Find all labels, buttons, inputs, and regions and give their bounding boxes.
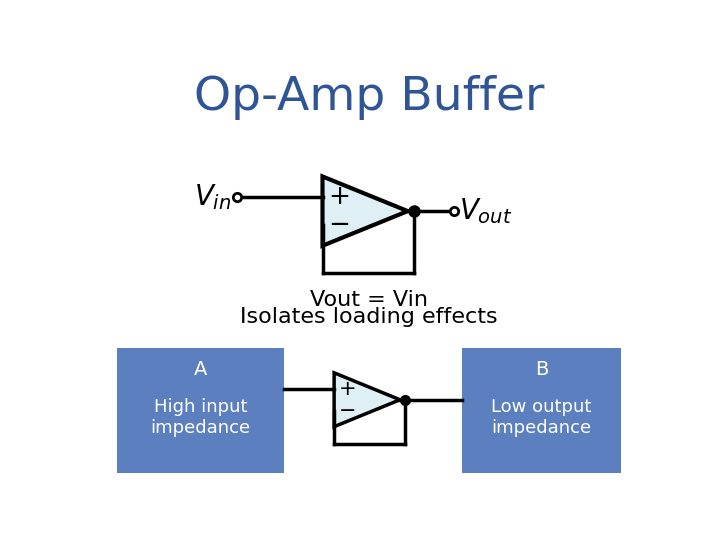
Bar [462, 348, 621, 473]
Text: −: − [328, 212, 351, 238]
Bar [117, 348, 284, 473]
Text: Vout = Vin: Vout = Vin [310, 289, 428, 309]
Polygon shape [334, 373, 400, 427]
Text: Isolates loading effects: Isolates loading effects [240, 307, 498, 327]
Text: $V_{\mathregular{in}}$: $V_{\mathregular{in}}$ [194, 183, 231, 212]
Text: A: A [194, 360, 207, 379]
Text: High input
impedance: High input impedance [150, 398, 251, 437]
Polygon shape [323, 177, 408, 246]
Text: +: + [328, 184, 351, 210]
Text: Low output
impedance: Low output impedance [491, 398, 592, 437]
Text: −: − [338, 401, 356, 421]
Text: $V_{\mathregular{out}}$: $V_{\mathregular{out}}$ [459, 196, 513, 226]
Text: Op-Amp Buffer: Op-Amp Buffer [194, 75, 544, 120]
Text: +: + [338, 379, 356, 399]
Text: B: B [535, 360, 548, 379]
